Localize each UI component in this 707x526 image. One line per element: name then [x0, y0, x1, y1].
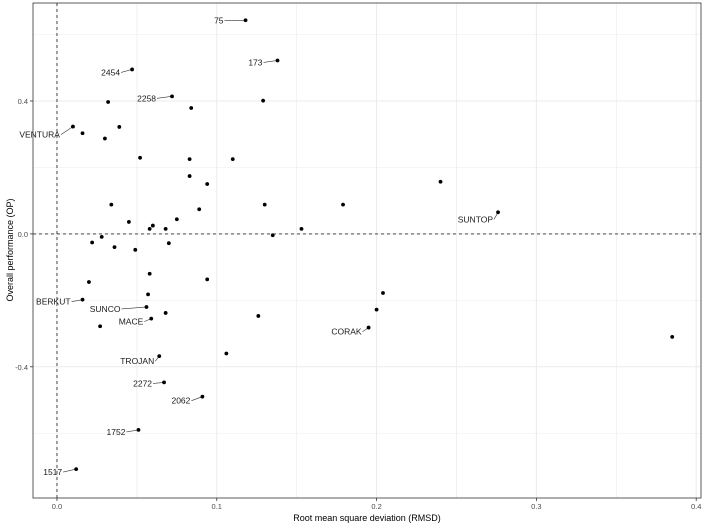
data-point — [381, 291, 385, 295]
point-labels: 75 173 2454 2258 VENTURA SUNTOP BERKUT SUNCO MAC… — [19, 15, 493, 477]
data-point — [224, 351, 229, 356]
label-leader-2062 — [191, 396, 203, 401]
label-leader-1752 — [126, 429, 139, 433]
data-point-1517 — [74, 467, 79, 471]
data-point — [174, 217, 179, 222]
data-point-173 — [275, 58, 280, 63]
data-point — [299, 227, 304, 231]
point-label-suntop: SUNTOP — [458, 214, 494, 224]
data-point — [230, 157, 235, 162]
data-point — [163, 311, 168, 315]
x-tick-label: 0.4 — [691, 502, 701, 511]
data-point — [109, 202, 114, 207]
data-point — [670, 334, 675, 339]
data-point — [205, 277, 210, 282]
data-point-2272 — [162, 380, 166, 385]
y-tick-label: 0.0 — [18, 230, 28, 239]
y-tick-label: -0.4 — [15, 363, 28, 372]
label-leader-ventura — [60, 126, 74, 135]
point-label-ventura: VENTURA — [19, 130, 60, 140]
data-point-suntop — [496, 210, 500, 215]
data-point — [341, 202, 345, 207]
data-point — [98, 324, 103, 329]
label-leader-lines — [60, 19, 499, 473]
data-point-2062 — [200, 394, 205, 399]
point-label-75: 75 — [214, 15, 224, 25]
point-label-1517: 1517 — [43, 467, 62, 477]
data-point — [133, 247, 138, 252]
point-label-berkut: BERKUT — [36, 297, 70, 307]
data-point — [117, 125, 122, 129]
data-point — [163, 227, 168, 231]
data-point — [261, 98, 266, 103]
data-point — [103, 136, 107, 141]
data-point — [138, 155, 142, 160]
data-point — [262, 202, 267, 207]
gridlines — [33, 3, 701, 498]
data-point — [256, 314, 261, 318]
x-tick-label: 0.3 — [531, 502, 541, 511]
data-point-1752 — [136, 427, 141, 432]
point-label-2272: 2272 — [133, 378, 152, 388]
data-point — [90, 240, 95, 245]
data-point — [205, 182, 210, 186]
label-leader-2258 — [156, 96, 173, 99]
data-point — [166, 241, 171, 246]
data-point — [147, 227, 152, 231]
data-point — [197, 207, 202, 212]
data-point-2258 — [170, 94, 174, 99]
x-axis-ticks: 0.0 0.1 0.2 0.3 0.4 — [52, 498, 701, 511]
data-point-ventura — [71, 124, 75, 129]
point-label-sunco: SUNCO — [90, 304, 121, 314]
point-label-2258: 2258 — [137, 93, 156, 103]
data-point-trojan — [157, 354, 162, 359]
x-tick-label: 0.0 — [52, 502, 62, 511]
label-leader-sunco — [121, 306, 147, 310]
point-label-corak: CORAK — [331, 327, 362, 337]
data-point — [189, 106, 194, 110]
label-leader-2454 — [121, 69, 133, 73]
point-label-mace: MACE — [119, 317, 144, 327]
y-tick-label: 0.4 — [18, 97, 28, 106]
data-point — [270, 233, 275, 238]
label-leader-173 — [263, 60, 278, 63]
data-point — [150, 223, 155, 228]
data-point-75 — [243, 18, 248, 23]
data-point-2454 — [130, 67, 134, 72]
data-point — [146, 292, 150, 297]
data-point-mace — [149, 316, 154, 321]
data-point — [99, 234, 104, 239]
x-tick-label: 0.1 — [212, 502, 222, 511]
data-point — [187, 174, 192, 178]
data-point — [374, 307, 379, 312]
point-label-1752: 1752 — [107, 427, 126, 437]
data-point — [112, 245, 117, 250]
point-label-2454: 2454 — [101, 67, 120, 77]
data-point-berkut — [80, 297, 85, 302]
data-point-sunco — [144, 305, 149, 309]
reference-lines — [33, 3, 701, 498]
point-label-2062: 2062 — [171, 396, 190, 406]
x-tick-label: 0.2 — [371, 502, 381, 511]
data-point — [87, 280, 91, 284]
data-point — [126, 220, 131, 224]
data-point — [106, 100, 111, 104]
point-label-trojan: TROJAN — [120, 356, 154, 366]
data-point — [147, 271, 152, 276]
data-point — [438, 179, 443, 184]
panel-border — [32, 2, 702, 499]
point-label-173: 173 — [248, 57, 262, 67]
y-axis-ticks: -0.4 0.0 0.4 — [15, 97, 33, 372]
data-point — [80, 131, 85, 136]
data-points — [71, 18, 675, 471]
y-axis-title: Overall performance (OP) — [5, 198, 15, 301]
label-leader-1517 — [63, 468, 77, 473]
data-point-corak — [366, 325, 371, 330]
x-axis-title: Root mean square deviation (RMSD) — [293, 513, 441, 523]
data-point — [187, 157, 192, 162]
